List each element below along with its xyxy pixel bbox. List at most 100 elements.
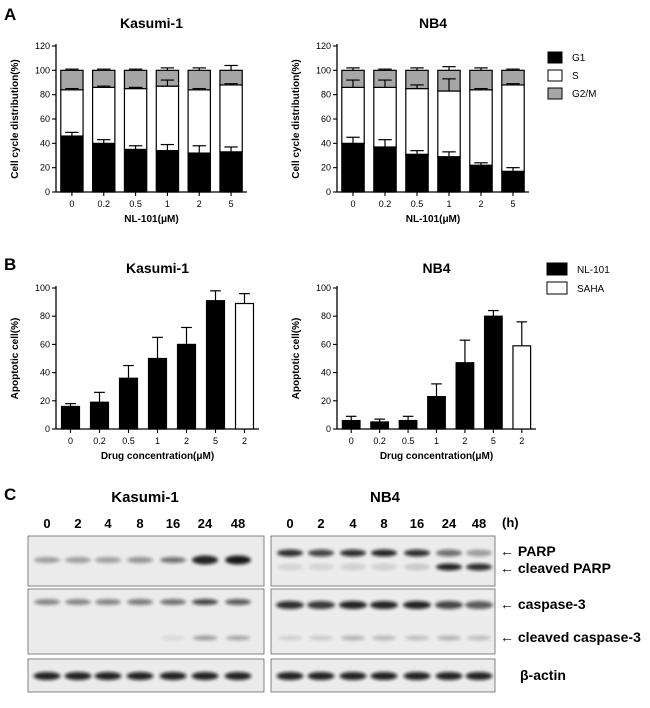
y-tick-label: 100 (316, 65, 331, 75)
band-nb4-parp (436, 549, 462, 557)
label-cleaved-caspase3: ← cleaved caspase-3 (500, 629, 641, 645)
bar (205, 300, 226, 430)
timepoint-nb4: 24 (442, 516, 457, 531)
bar (118, 377, 139, 430)
x-tick-label: 1 (434, 436, 439, 446)
band-nb4-cleaved-caspase3 (309, 635, 333, 641)
bar (176, 343, 197, 430)
band-kasumi-parp (34, 557, 60, 563)
y-tick-label: 60 (321, 339, 331, 349)
chart-title: Kasumi-1 (120, 15, 183, 31)
band-nb4-parp (371, 549, 397, 557)
wb-title-nb4: NB4 (370, 489, 401, 506)
chart-b-kasumi: Kasumi-1 0 20 40 60 80 100 0 0.2 0.5 1 2 5 2 Drug conc… (10, 260, 259, 462)
x-tick-label: 5 (510, 199, 515, 209)
legend-label: SAHA (577, 284, 605, 295)
band-nb4-cleaved-parp (436, 563, 462, 571)
blot-nb4-parp (270, 535, 496, 587)
bar (60, 405, 81, 430)
band-kasumi-parp (65, 557, 91, 563)
band-kasumi-parp (127, 557, 153, 563)
band-kasumi-parp (160, 557, 186, 563)
legend-label: NL-101 (577, 265, 610, 276)
timepoint-nb4: 16 (410, 516, 424, 531)
bar-segment (60, 69, 84, 91)
bar-segment (437, 90, 461, 158)
band-nb4-parp (277, 549, 303, 557)
band-kasumi-caspase3 (160, 599, 186, 605)
y-axis-label: Cell cycle distribution(%) (291, 59, 302, 178)
x-axis-label: Drug concentration(μM) (101, 451, 214, 462)
timepoint-nb4: 8 (380, 516, 387, 531)
x-tick-label: 5 (229, 199, 234, 209)
x-axis-label: Drug concentration(μM) (380, 451, 493, 462)
bar-segment (219, 84, 243, 153)
x-tick-label: 1 (446, 199, 451, 209)
bar (427, 395, 446, 430)
x-tick-label: 0.5 (122, 436, 135, 446)
bar-segment (405, 87, 429, 155)
legend-label: G2/M (572, 89, 596, 100)
band-kasumi-actin (33, 672, 61, 680)
band-kasumi-caspase3 (34, 599, 60, 605)
timepoint-kasumi: 0 (43, 516, 50, 531)
band-nb4-cleaved-parp (340, 563, 366, 571)
chart-title: NB4 (422, 260, 450, 276)
blot-nb4-caspase3 (270, 588, 496, 655)
bar-segment (92, 86, 116, 144)
x-tick-label: 0 (68, 436, 73, 446)
band-nb4-cleaved-parp (466, 563, 492, 571)
chart-title: Kasumi-1 (126, 260, 189, 276)
label-cleaved-parp: ← cleaved PARP (500, 560, 611, 576)
x-tick-label: 2 (462, 436, 467, 446)
band-nb4-cleaved-caspase3 (278, 635, 302, 641)
band-kasumi-parp (95, 557, 121, 563)
label-parp: ← PARP (500, 543, 556, 559)
y-tick-label: 20 (321, 163, 331, 173)
band-kasumi-actin (126, 672, 154, 680)
label-beta-actin: β-actin (520, 667, 566, 683)
band-nb4-parp (404, 549, 430, 557)
wb-title-kasumi: Kasumi-1 (111, 489, 179, 506)
panel-a-label: A (4, 5, 16, 24)
legend-swatch (546, 281, 568, 295)
timepoint-kasumi: 2 (74, 516, 81, 531)
bar (455, 362, 475, 430)
y-tick-label: 0 (45, 424, 50, 434)
band-kasumi-parp (225, 555, 251, 565)
x-tick-label: 0 (350, 199, 355, 209)
chart-a-nb4: NB4 0 20 40 60 80 100 120 0 0.2 0.5 1 2 5 NL-101(μM) Ce… (291, 15, 596, 225)
y-tick-label: 80 (321, 90, 331, 100)
band-nb4-actin (435, 672, 463, 680)
blot-bands (33, 549, 493, 680)
x-tick-label: 2 (197, 199, 202, 209)
band-nb4-actin (307, 672, 335, 680)
x-tick-label: 5 (491, 436, 496, 446)
x-tick-label: 0.5 (129, 199, 142, 209)
y-tick-label: 80 (40, 311, 50, 321)
band-kasumi-caspase3 (95, 599, 121, 605)
legend-label: S (572, 71, 579, 82)
timepoint-kasumi: 8 (136, 516, 143, 531)
band-nb4-caspase3 (465, 601, 493, 609)
bar-segment (405, 153, 429, 193)
bar-segment (92, 142, 116, 193)
blot-kasumi-caspase3 (27, 588, 265, 655)
bar-segment (437, 156, 461, 193)
bar-segment (501, 84, 525, 172)
bar-segment (60, 135, 84, 193)
wb-unit: (h) (502, 515, 519, 530)
band-nb4-cleaved-caspase3 (437, 635, 461, 641)
bar-segment (373, 86, 397, 148)
bar (370, 421, 390, 430)
bar-segment (123, 87, 148, 151)
x-tick-label: 0.5 (402, 436, 415, 446)
y-tick-label: 120 (316, 41, 331, 51)
timepoint-kasumi: 4 (104, 516, 112, 531)
bar-segment (187, 89, 211, 154)
bar-segment (155, 85, 180, 152)
bar-segment (187, 152, 211, 193)
bar (234, 302, 255, 430)
legend-swatch (547, 69, 563, 82)
bar (483, 315, 503, 430)
